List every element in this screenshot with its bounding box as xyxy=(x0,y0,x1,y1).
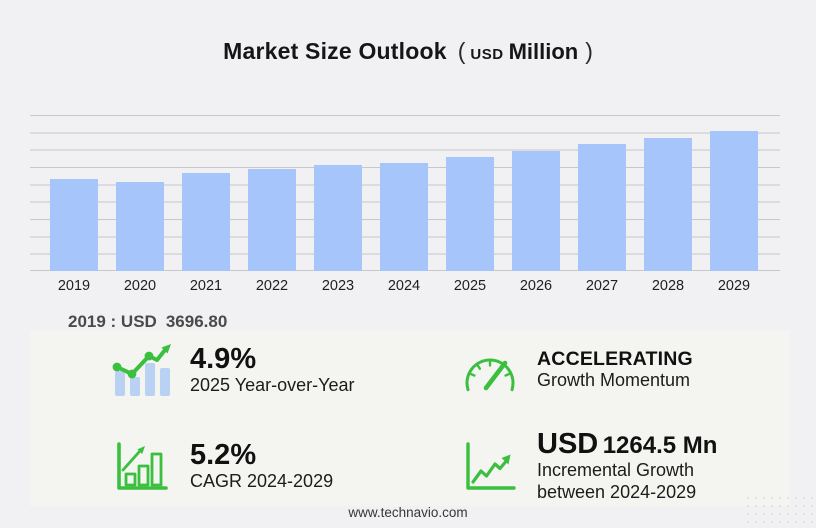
bar-slot: 2027 xyxy=(569,115,635,294)
title-text: Market Size Outlook xyxy=(223,38,447,64)
incremental-currency: USD xyxy=(537,427,599,460)
stats-panel: 4.9% 2025 Year-over-Year xyxy=(30,330,790,506)
title-paren-close: ) xyxy=(585,38,593,64)
bar-2024 xyxy=(380,162,428,271)
x-axis-label: 2021 xyxy=(189,278,223,294)
base-year-annotation: 2019 : USD 3696.80 xyxy=(68,312,227,332)
x-axis-label: 2022 xyxy=(255,278,289,294)
corner-dots-pattern xyxy=(744,494,816,528)
bar-chart-arrow-icon xyxy=(110,438,176,494)
bar-slot: 2029 xyxy=(701,115,767,294)
x-axis-label: 2020 xyxy=(123,278,157,294)
base-year-label: 2019 : USD xyxy=(68,312,157,331)
website-url: www.technavio.com xyxy=(348,505,468,520)
yoy-label: 2025 Year-over-Year xyxy=(190,375,355,396)
bar-slot: 2020 xyxy=(107,115,173,294)
title-paren-open: ( xyxy=(457,38,466,64)
bar-2019 xyxy=(50,179,98,271)
bar-slot: 2021 xyxy=(173,115,239,294)
yoy-value: 4.9% xyxy=(190,342,257,375)
x-axis-label: 2019 xyxy=(57,278,91,294)
cagr-value: 5.2% xyxy=(190,438,257,471)
bar-slot: 2028 xyxy=(635,115,701,294)
x-axis-label: 2028 xyxy=(651,278,685,294)
cagr-label: CAGR 2024-2029 xyxy=(190,471,334,492)
bar-2021 xyxy=(182,172,230,271)
bar-2023 xyxy=(314,164,362,271)
line-graph-arrow-icon xyxy=(457,439,523,493)
stat-incremental: USD 1264.5 Mn Incremental Growth between… xyxy=(457,427,774,504)
title-unit: Million xyxy=(508,39,579,64)
page-title: Market Size Outlook ( USD Million ) xyxy=(0,38,816,65)
incremental-value: 1264.5 Mn xyxy=(602,431,718,459)
bar-2025 xyxy=(446,157,494,271)
bar-2026 xyxy=(512,151,560,271)
bar-chart: 2019 2020 2021 2022 2023 2024 2025 2026 2027 2028… xyxy=(30,115,780,294)
incremental-label-line2: between 2024-2029 xyxy=(537,482,697,503)
stat-cagr: 5.2% CAGR 2024-2029 xyxy=(110,429,457,504)
x-axis-label: 2024 xyxy=(387,278,421,294)
x-axis-label: 2023 xyxy=(321,278,355,294)
x-axis-label: 2026 xyxy=(519,278,553,294)
bar-2029 xyxy=(710,131,758,271)
bar-slot: 2026 xyxy=(503,115,569,294)
bar-slot: 2022 xyxy=(239,115,305,294)
stat-yoy: 4.9% 2025 Year-over-Year xyxy=(110,332,457,409)
bar-2027 xyxy=(578,144,626,271)
speedometer-icon xyxy=(457,347,523,393)
x-axis-label: 2029 xyxy=(717,278,751,294)
bar-2028 xyxy=(644,138,692,271)
x-axis-label: 2025 xyxy=(453,278,487,294)
x-axis-label: 2027 xyxy=(585,278,619,294)
bar-slot: 2025 xyxy=(437,115,503,294)
bar-slot: 2024 xyxy=(371,115,437,294)
bar-slots: 2019 2020 2021 2022 2023 2024 2025 2026 2027 2028… xyxy=(41,115,767,294)
stat-momentum: ACCELERATING Growth Momentum xyxy=(457,332,774,409)
bar-slot: 2019 xyxy=(41,115,107,294)
momentum-value: ACCELERATING xyxy=(537,347,693,370)
bar-2020 xyxy=(116,181,164,271)
bar-slot: 2023 xyxy=(305,115,371,294)
base-year-value: 3696.80 xyxy=(165,312,228,331)
title-currency: USD xyxy=(470,46,504,63)
growth-bars-trend-icon xyxy=(110,342,176,398)
incremental-label-line1: Incremental Growth xyxy=(537,460,695,481)
momentum-label: Growth Momentum xyxy=(537,369,691,390)
bar-2022 xyxy=(248,169,296,271)
